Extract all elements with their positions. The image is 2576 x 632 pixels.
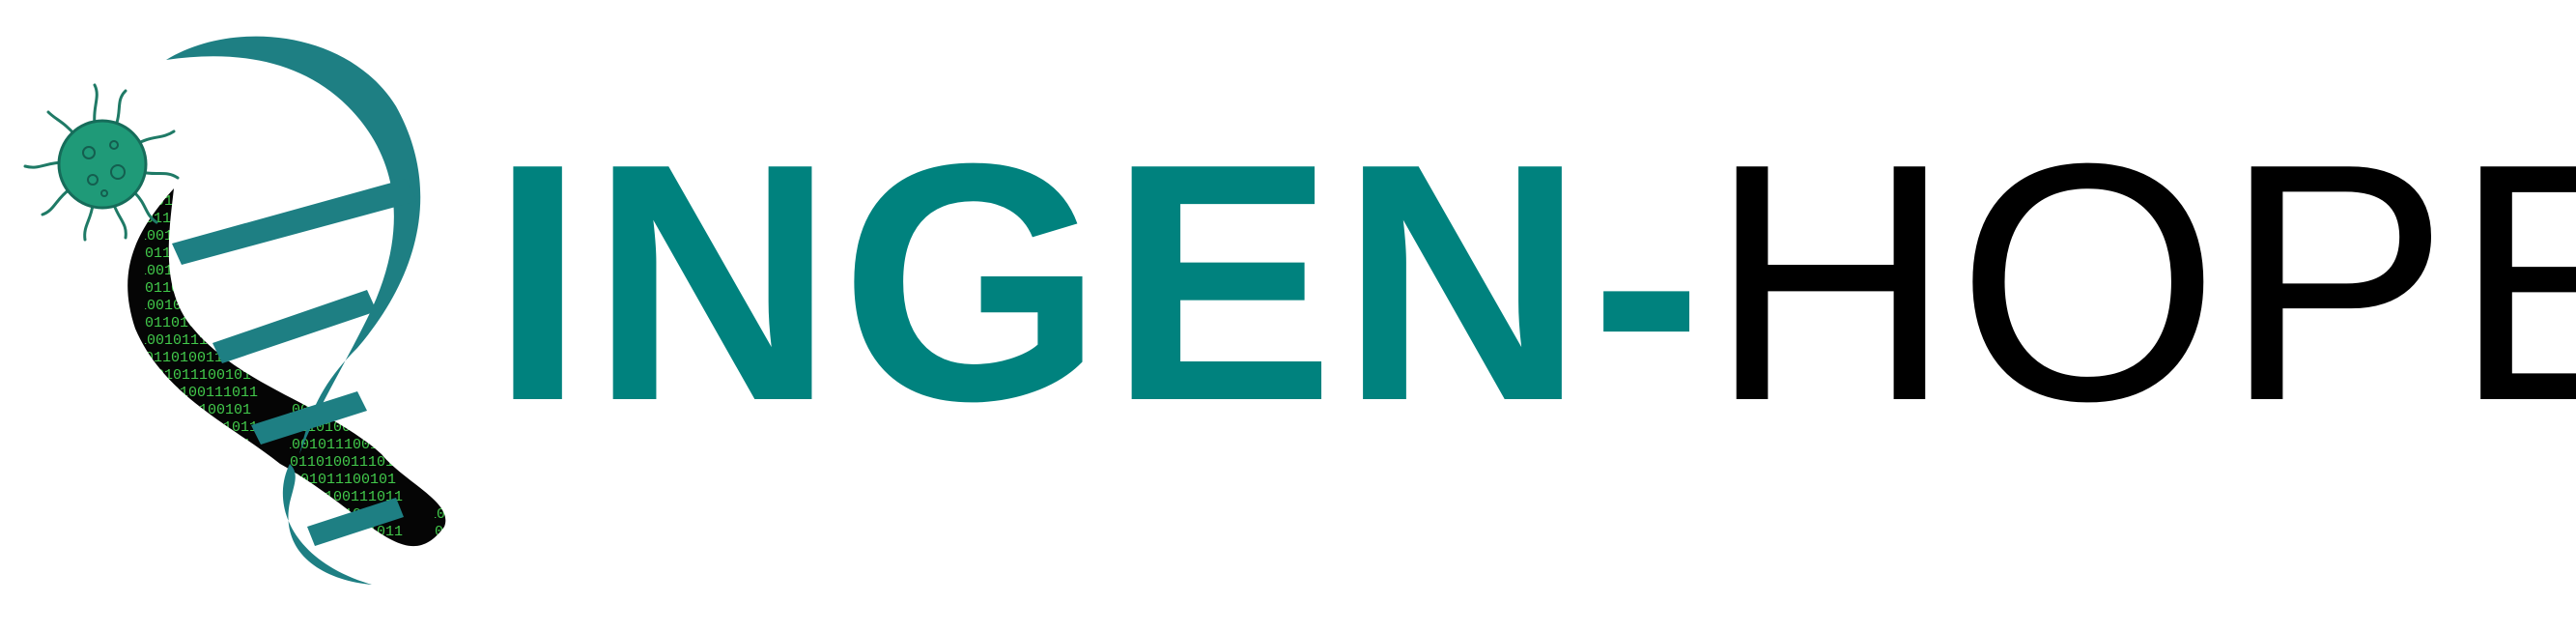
brand-wordmark: INGEN - HOPE (491, 114, 2576, 462)
brand-name-ingen: INGEN (491, 94, 1591, 472)
helix-lower-strand (282, 464, 372, 585)
brand-name-hope: HOPE (1709, 94, 2576, 472)
brand-hyphen: - (1590, 94, 1710, 472)
helix-base-pairs (172, 179, 417, 546)
virus-cell-icon (23, 83, 180, 242)
dna-helix-icon: 0110100111011 1001011100101 (23, 36, 446, 585)
binary-code-pattern (127, 188, 446, 547)
